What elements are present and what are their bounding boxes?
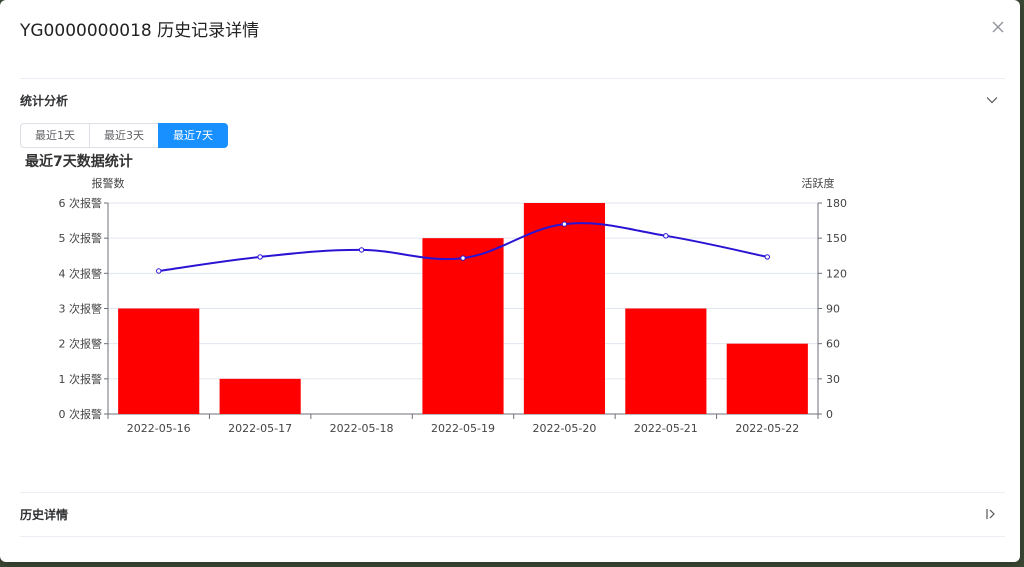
dialog-header: YG0000000018 历史记录详情: [0, 0, 1020, 62]
y-right-tick-label: 180: [826, 197, 847, 210]
y-right-axis-title: 活跃度: [802, 176, 835, 190]
bar: [118, 308, 200, 414]
x-tick-label: 2022-05-19: [431, 422, 495, 435]
alarm-activity-chart: 0 次报警 1 次报警 2 次报警 3 次报警 4 次报警 5 次报警 6 次报警 报警数 0 3…: [59, 176, 848, 435]
bar: [422, 238, 504, 414]
time-range-tabs: 最近1天 最近3天 最近7天: [20, 123, 228, 148]
x-tick-label: 2022-05-18: [330, 422, 394, 435]
x-tick-label: 2022-05-21: [634, 422, 698, 435]
dialog-title: YG0000000018 历史记录详情: [20, 21, 260, 41]
history-section-title[interactable]: 历史详情: [20, 508, 69, 522]
section-divider: [20, 492, 1005, 493]
y-left-tick-label: 5 次报警: [59, 231, 103, 245]
bar: [219, 378, 301, 414]
y-right-tick-label: 60: [826, 338, 840, 351]
expand-right-icon[interactable]: [984, 507, 998, 521]
y-left-tick-label: 6 次报警: [59, 196, 103, 210]
close-icon[interactable]: [989, 18, 1007, 36]
chevron-down-icon[interactable]: [985, 93, 999, 107]
bottom-divider: [20, 536, 1005, 537]
y-right-tick-label: 90: [826, 303, 840, 316]
x-tick-label: 2022-05-20: [532, 422, 596, 435]
y-left-tick-label: 3 次报警: [59, 302, 103, 316]
bar: [523, 203, 605, 414]
y-left-tick-label: 1 次报警: [59, 372, 103, 386]
header-divider: [20, 78, 1005, 79]
x-tick-label: 2022-05-16: [127, 422, 191, 435]
bar: [625, 308, 707, 414]
activity-point: [257, 254, 263, 260]
activity-point: [358, 247, 365, 253]
activity-point: [663, 233, 669, 239]
x-tick-label: 2022-05-22: [735, 422, 799, 435]
chart-title: 最近7天数据统计: [25, 154, 133, 170]
x-tick-label: 2022-05-17: [228, 422, 292, 435]
y-left-tick-label: 0 次报警: [59, 407, 103, 421]
bar: [726, 343, 808, 414]
y-left-tick-label: 2 次报警: [59, 337, 103, 351]
tab-last-7-days[interactable]: 最近7天: [158, 123, 228, 148]
y-right-tick-label: 150: [826, 232, 847, 245]
stats-section-title[interactable]: 统计分析: [20, 94, 69, 108]
activity-point: [764, 254, 770, 260]
tab-last-1-day[interactable]: 最近1天: [20, 123, 90, 148]
activity-point: [460, 255, 466, 261]
tab-last-3-days[interactable]: 最近3天: [89, 123, 159, 148]
activity-point: [156, 268, 162, 274]
y-left-tick-label: 4 次报警: [59, 266, 103, 280]
y-right-tick-label: 120: [826, 267, 847, 280]
y-right-tick-label: 0: [826, 408, 833, 421]
activity-point: [561, 221, 568, 227]
y-right-tick-label: 30: [826, 373, 840, 386]
y-left-axis-title: 报警数: [92, 176, 125, 190]
